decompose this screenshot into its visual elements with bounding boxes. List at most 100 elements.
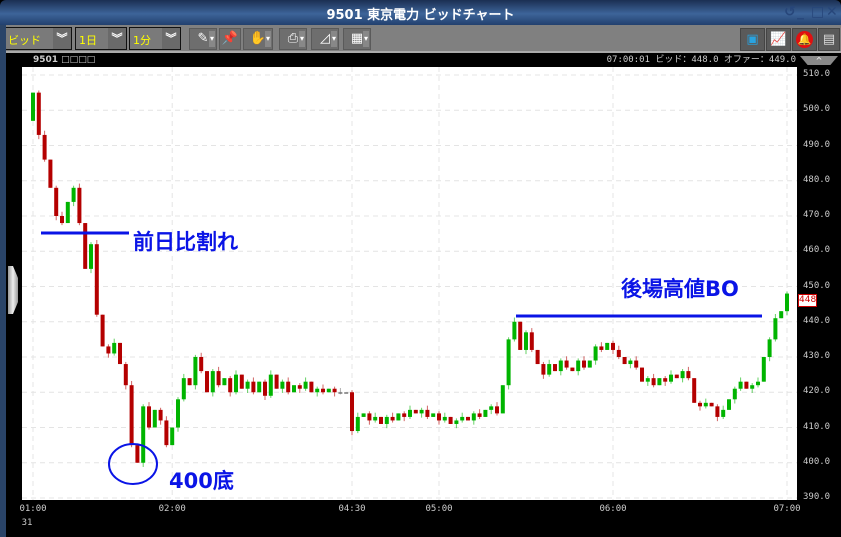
- dropdown-icon[interactable]: ▾: [265, 31, 271, 47]
- news-button[interactable]: ▤: [818, 28, 840, 51]
- candle-body: [199, 357, 204, 372]
- candle-body: [721, 409, 726, 417]
- candle-body: [576, 360, 581, 372]
- chevron-down-icon: ︾: [53, 28, 71, 49]
- candle-body: [344, 392, 349, 394]
- candle-body: [94, 244, 99, 315]
- candle-body: [367, 413, 372, 421]
- panel-drag-handle[interactable]: [8, 266, 18, 314]
- candle-body: [558, 360, 563, 372]
- candle-body: [535, 349, 540, 365]
- candle-body: [605, 342, 610, 350]
- candle-body: [419, 409, 424, 414]
- period-value: 1日: [79, 34, 97, 47]
- candle-body: [593, 346, 598, 361]
- candle-body: [669, 374, 673, 382]
- candle-body: [129, 385, 134, 446]
- candle-body: [477, 413, 482, 417]
- chart-type-button[interactable]: ◿ ▾: [311, 28, 339, 50]
- board-button[interactable]: ▣: [740, 28, 765, 51]
- y-tick-label: 500.0: [803, 104, 831, 115]
- dropdown-icon[interactable]: ▾: [209, 31, 215, 47]
- candle-body: [373, 416, 378, 421]
- annotation-bottom: 400底: [169, 469, 234, 493]
- candle-body: [703, 402, 708, 407]
- candlestick-chart: [22, 67, 797, 500]
- candle-body: [680, 371, 685, 379]
- candle-body: [779, 311, 784, 319]
- x-tick-label: 02:00: [158, 504, 186, 514]
- candle-body: [483, 409, 488, 417]
- candle-body: [698, 402, 702, 407]
- x-tick-label: 01:00: [19, 504, 47, 514]
- candle-body: [71, 187, 76, 202]
- candle-body: [634, 360, 639, 368]
- pin-icon: 📌: [221, 31, 239, 46]
- candle-body: [286, 381, 291, 393]
- maximize-icon[interactable]: □: [811, 4, 825, 20]
- candle-body: [431, 413, 436, 417]
- candle-body: [390, 416, 395, 421]
- candle-body: [512, 321, 517, 340]
- candle-body: [83, 223, 88, 269]
- candle-body: [384, 416, 389, 424]
- dropdown-icon[interactable]: ▾: [299, 31, 305, 47]
- scroll-up-button[interactable]: ^: [800, 56, 838, 65]
- candle-body: [645, 378, 650, 382]
- hand-button[interactable]: ✋ ▾: [243, 28, 273, 50]
- quote-readout: 07:00:01 ビッド：448.0 オファー：449.0: [606, 55, 796, 65]
- candle-body: [234, 374, 238, 393]
- candle-body: [744, 381, 749, 389]
- candle-body: [715, 406, 720, 417]
- candle-body: [761, 357, 766, 382]
- candle-body: [77, 187, 82, 224]
- candle-body: [738, 381, 743, 389]
- candle-body: [106, 346, 111, 354]
- candle-body: [524, 332, 528, 350]
- y-tick-label: 470.0: [803, 210, 831, 220]
- title-bar: 9501 東京電力 ビッドチャート ↺ _ □ ✕: [0, 0, 841, 25]
- candle-body: [297, 385, 302, 389]
- chart-plot-area[interactable]: [22, 67, 797, 500]
- toolbar: ビッド ︾ 1日 ︾ 1分 ︾ ✎ ▾ 📌 ✋ ▾ ⎙ ▾ ◿ ▾ ▦ ▾ ▣ 📈 🔔 ▤: [0, 25, 841, 53]
- dropdown-icon[interactable]: ▾: [331, 31, 337, 47]
- close-icon[interactable]: ✕: [826, 4, 838, 20]
- window-title: 9501 東京電力 ビッドチャート: [326, 8, 515, 23]
- candle-body: [263, 381, 267, 396]
- dropdown-icon[interactable]: ▾: [363, 31, 369, 47]
- interval-select[interactable]: 1分 ︾: [129, 27, 181, 50]
- price-type-select[interactable]: ビッド ︾: [4, 27, 72, 50]
- candle-body: [292, 385, 296, 393]
- y-tick-label: 390.0: [803, 492, 831, 502]
- candle-body: [448, 416, 453, 424]
- candle-body: [500, 385, 505, 414]
- candle-body: [332, 388, 337, 393]
- chart-button[interactable]: 📈: [766, 28, 791, 51]
- candle-body: [767, 339, 772, 357]
- period-select[interactable]: 1日 ︾: [75, 27, 127, 50]
- y-tick-label: 440.0: [803, 315, 831, 326]
- candle-body: [553, 364, 557, 372]
- candle-body: [587, 360, 592, 368]
- print-button[interactable]: ⎙ ▾: [279, 28, 307, 50]
- news-icon: ▤: [822, 32, 836, 47]
- grid-button[interactable]: ▦ ▾: [343, 28, 371, 50]
- grid-icon: ▦: [350, 31, 364, 46]
- candle-body: [303, 381, 308, 389]
- candle-body: [239, 374, 244, 389]
- candle-body: [309, 381, 314, 393]
- candle-body: [205, 371, 209, 393]
- y-tick-label: 400.0: [803, 456, 831, 467]
- minimize-icon[interactable]: _: [797, 4, 804, 20]
- y-tick-label: 480.0: [803, 174, 831, 185]
- pin-button[interactable]: 📌: [219, 28, 241, 50]
- alert-button[interactable]: 🔔: [792, 28, 817, 51]
- candle-body: [268, 374, 273, 396]
- candle-body: [732, 388, 737, 400]
- restore-icon[interactable]: ↺: [784, 4, 796, 20]
- pen-button[interactable]: ✎ ▾: [189, 28, 217, 50]
- candle-body: [141, 406, 146, 463]
- y-tick-label: 430.0: [803, 351, 831, 361]
- candle-body: [489, 406, 494, 410]
- candle-body: [460, 416, 465, 421]
